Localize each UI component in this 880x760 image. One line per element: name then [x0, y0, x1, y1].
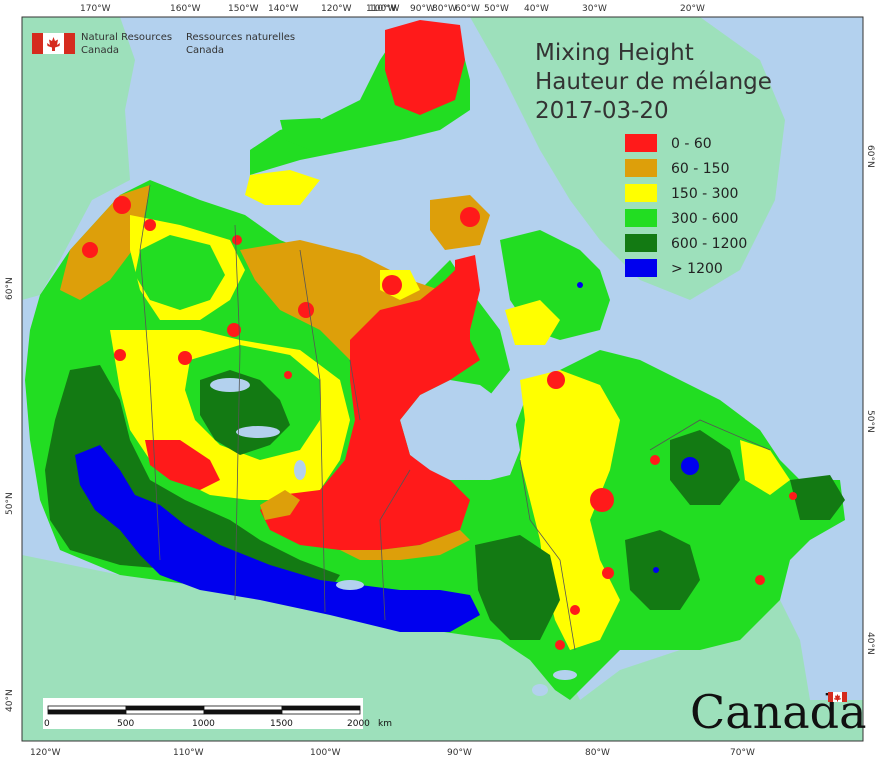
wordmark-flag-icon [828, 692, 847, 702]
title-english: Mixing Height [535, 40, 694, 66]
left-latitude-labels: 60°N 50°N 40°N [5, 277, 15, 712]
lon-bottom-110w: 110°W [173, 748, 204, 758]
agency-name-en-line2: Canada [81, 45, 119, 56]
province-boundaries [139, 184, 771, 651]
legend-swatch-4 [625, 234, 657, 252]
lat-left-60n: 60°N [5, 277, 15, 300]
map-date: 2017-03-20 [535, 98, 669, 124]
lakes [210, 378, 577, 696]
lat-left-40n: 40°N [5, 689, 15, 712]
scale-tick-1000: 1000 [192, 719, 215, 729]
scale-unit: km [378, 719, 392, 729]
lat-right-40n: 40°N [865, 632, 875, 655]
map-border [21, 16, 864, 742]
legend-swatch-5 [625, 259, 657, 277]
agency-name-en-line1: Natural Resources [81, 32, 172, 43]
lon-bottom-90w: 90°W [447, 748, 472, 758]
lon-label-120w: 120°W [321, 4, 352, 14]
agency-name-fr-line2: Canada [186, 45, 224, 56]
lon-label-50w: 50°W [484, 4, 509, 14]
lon-bottom-100w: 100°W [310, 748, 341, 758]
lon-label-170w: 170°W [80, 4, 111, 14]
neighbouring-land [22, 17, 863, 741]
scale-tick-1500: 1500 [270, 719, 293, 729]
lon-label-40w: 40°W [524, 4, 549, 14]
legend-label-3: 300 - 600 [671, 211, 738, 227]
scale-tick-0: 0 [44, 719, 50, 729]
right-latitude-labels: 60°N 50°N 40°N [865, 145, 875, 655]
canada-wordmark: Canada [690, 685, 867, 739]
lat-right-50n: 50°N [865, 410, 875, 433]
lon-label-20w: 20°W [680, 4, 705, 14]
agency-name-fr-line1: Ressources naturelles [186, 32, 295, 43]
canada-flag-icon [32, 33, 75, 54]
lon-label-140w: 140°W [268, 4, 299, 14]
legend-swatch-1 [625, 159, 657, 177]
lat-right-60n: 60°N [865, 145, 875, 168]
bottom-longitude-labels: 120°W 110°W 100°W 90°W 80°W 70°W [30, 748, 755, 758]
legend-label-0: 0 - 60 [671, 136, 712, 152]
legend-swatch-3 [625, 209, 657, 227]
lon-label-60w: 60°W [455, 4, 480, 14]
lon-label-100w: 100°W [369, 4, 400, 14]
scale-bar: 0 500 1000 1500 2000 km [43, 698, 392, 729]
lon-label-150w: 150°W [228, 4, 259, 14]
lon-label-160w: 160°W [170, 4, 201, 14]
lon-label-110w: 110°W [366, 4, 397, 14]
lon-label-80w: 80°W [432, 4, 457, 14]
hudson-bay [400, 380, 520, 480]
lon-label-30w: 30°W [582, 4, 607, 14]
legend: 0 - 60 60 - 150 150 - 300 300 - 600 600 - 12… [625, 134, 747, 277]
lon-bottom-70w: 70°W [730, 748, 755, 758]
legend-swatch-2 [625, 184, 657, 202]
legend-swatch-0 [625, 134, 657, 152]
legend-label-2: 150 - 300 [671, 186, 738, 202]
scale-bar-segments [47, 705, 361, 715]
legend-label-1: 60 - 150 [671, 161, 730, 177]
scale-tick-500: 500 [117, 719, 134, 729]
lon-label-90w: 90°W [410, 4, 435, 14]
lon-bottom-120w: 120°W [30, 748, 61, 758]
lat-left-50n: 50°N [5, 492, 15, 515]
title-french: Hauteur de mélange [535, 69, 772, 95]
legend-label-5: > 1200 [671, 261, 723, 277]
scale-tick-2000: 2000 [347, 719, 370, 729]
legend-label-4: 600 - 1200 [671, 236, 747, 252]
map-title: Mixing Height Hauteur de mélange 2017-03… [535, 40, 772, 124]
agency-signature: Natural Resources Canada Ressources natu… [32, 32, 295, 56]
top-longitude-labels: 170°W 160°W 150°W 140°W 120°W 110°W 100°… [80, 4, 705, 14]
lon-bottom-80w: 80°W [585, 748, 610, 758]
